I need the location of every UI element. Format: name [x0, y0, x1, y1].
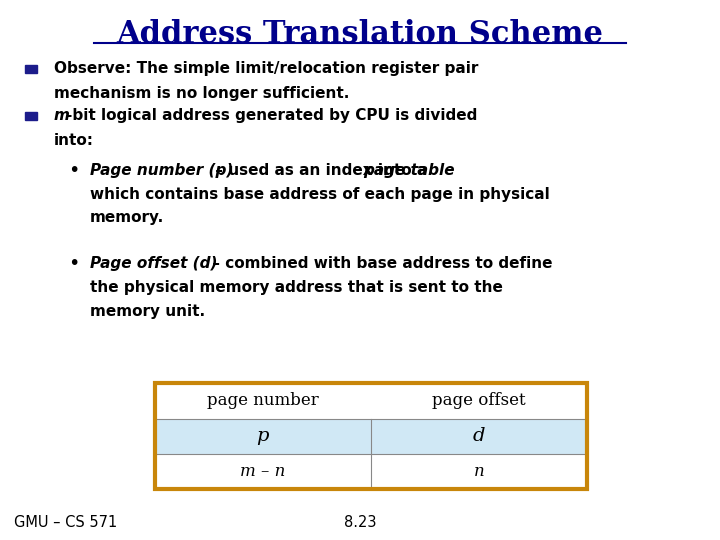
Text: Address Translation Scheme: Address Translation Scheme	[117, 19, 603, 50]
Bar	[25, 65, 37, 73]
Text: mechanism is no longer sufficient.: mechanism is no longer sufficient.	[54, 86, 349, 101]
Text: page offset: page offset	[432, 393, 526, 409]
Text: m: m	[54, 107, 70, 123]
Text: page table: page table	[363, 163, 454, 178]
Text: page number: page number	[207, 393, 319, 409]
Text: memory unit.: memory unit.	[90, 303, 205, 319]
Text: •: •	[68, 160, 80, 180]
Text: the physical memory address that is sent to the: the physical memory address that is sent…	[90, 280, 503, 295]
Text: m – n: m – n	[240, 463, 286, 480]
Bar	[155, 454, 587, 489]
Text: -bit logical address generated by CPU is divided: -bit logical address generated by CPU is…	[66, 107, 477, 123]
Text: p: p	[256, 427, 269, 445]
Text: – combined with base address to define: – combined with base address to define	[207, 256, 553, 271]
Bar	[155, 383, 587, 489]
Bar	[155, 418, 587, 454]
Text: Page offset (d): Page offset (d)	[90, 256, 217, 271]
Text: memory.: memory.	[90, 210, 164, 225]
Text: GMU – CS 571: GMU – CS 571	[14, 515, 117, 530]
Text: Observe: The simple limit/relocation register pair: Observe: The simple limit/relocation reg…	[54, 60, 478, 76]
Text: into:: into:	[54, 133, 94, 148]
Text: Page number (p): Page number (p)	[90, 163, 233, 178]
Text: – used as an index into a: – used as an index into a	[210, 163, 433, 178]
Text: •: •	[68, 254, 80, 273]
Bar	[155, 383, 587, 418]
Text: which contains base address of each page in physical: which contains base address of each page…	[90, 187, 550, 202]
Bar	[25, 112, 37, 120]
Text: 8.23: 8.23	[343, 515, 377, 530]
Text: n: n	[474, 463, 484, 480]
Text: d: d	[472, 427, 485, 445]
